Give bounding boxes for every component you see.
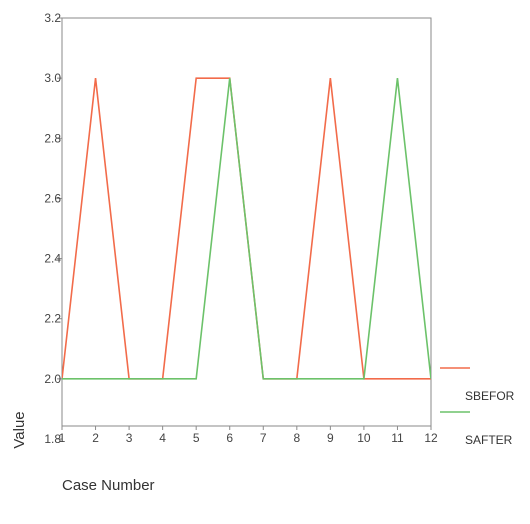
legend-label-sbefor: SBEFOR	[465, 389, 515, 403]
y-tick-label: 3.2	[44, 11, 61, 25]
y-tick-label: 2.4	[44, 252, 61, 266]
x-tick-label: 7	[260, 431, 267, 445]
x-tick-label: 12	[424, 431, 438, 445]
x-tick-label: 5	[193, 431, 200, 445]
x-tick-label: 10	[357, 431, 371, 445]
legend: SBEFOR SAFTER	[440, 368, 515, 447]
y-axis-title: Value	[11, 411, 28, 448]
legend-label-safter: SAFTER	[465, 433, 513, 447]
x-tick-label: 4	[159, 431, 166, 445]
y-tick-label: 3.0	[44, 71, 61, 85]
x-tick-label: 8	[293, 431, 300, 445]
x-axis: 1 2 3 4 5 6 7 8 9 10 11 12	[59, 426, 438, 445]
x-tick-label: 2	[92, 431, 99, 445]
y-tick-label: 2.2	[44, 312, 61, 326]
x-tick-label: 3	[126, 431, 133, 445]
x-tick-label: 9	[327, 431, 334, 445]
x-tick-label: 1	[59, 431, 66, 445]
x-tick-label: 11	[391, 431, 404, 445]
y-tick-label: 2.0	[44, 372, 61, 386]
y-tick-label: 2.8	[44, 131, 61, 145]
y-tick-label: 2.6	[44, 191, 61, 205]
y-axis: 1.82.02.22.42.62.83.03.2	[44, 11, 62, 446]
x-axis-title: Case Number	[62, 477, 155, 494]
x-tick-label: 6	[226, 431, 233, 445]
